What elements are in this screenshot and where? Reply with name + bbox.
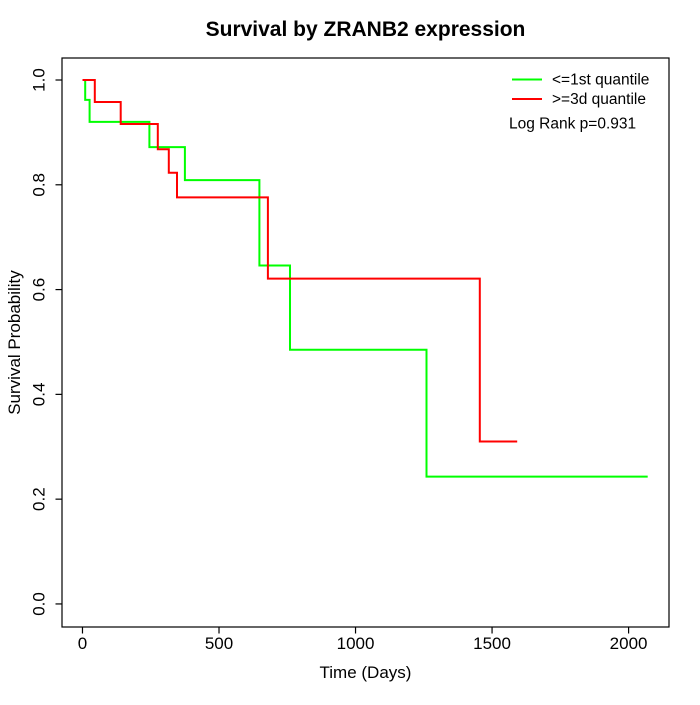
x-tick-label: 1000: [337, 634, 375, 653]
y-axis: 0.0 0.2 0.4 0.6 0.8 1.0: [30, 68, 62, 616]
y-tick-label: 0.2: [30, 487, 49, 511]
series-path-3d-quantile: [82, 79, 518, 443]
survival-curves: [82, 79, 648, 478]
y-tick-label: 1.0: [30, 68, 49, 92]
legend-label-1st-quantile: <=1st quantile: [552, 72, 649, 89]
log-rank-pvalue: Log Rank p=0.931: [509, 116, 636, 133]
y-tick-label: 0.6: [30, 278, 49, 302]
chart-title: Survival by ZRANB2 expression: [206, 18, 526, 41]
plot-box: [61, 57, 670, 628]
x-axis-label: Time (Days): [320, 663, 412, 682]
legend: <=1st quantile >=3d quantile Log Rank p=…: [509, 72, 649, 133]
x-tick-label: 0: [78, 634, 87, 653]
series-path-1st-quantile: [82, 79, 648, 478]
y-tick-label: 0.4: [30, 383, 49, 407]
y-tick-label: 0.8: [30, 173, 49, 197]
legend-label-3d-quantile: >=3d quantile: [552, 91, 646, 108]
x-axis: 0 500 1000 1500 2000: [78, 627, 648, 653]
y-axis-label: Survival Probability: [5, 270, 24, 415]
x-tick-label: 500: [205, 634, 233, 653]
x-tick-label: 1500: [473, 634, 511, 653]
x-tick-label: 2000: [610, 634, 648, 653]
y-tick-label: 0.0: [30, 592, 49, 616]
